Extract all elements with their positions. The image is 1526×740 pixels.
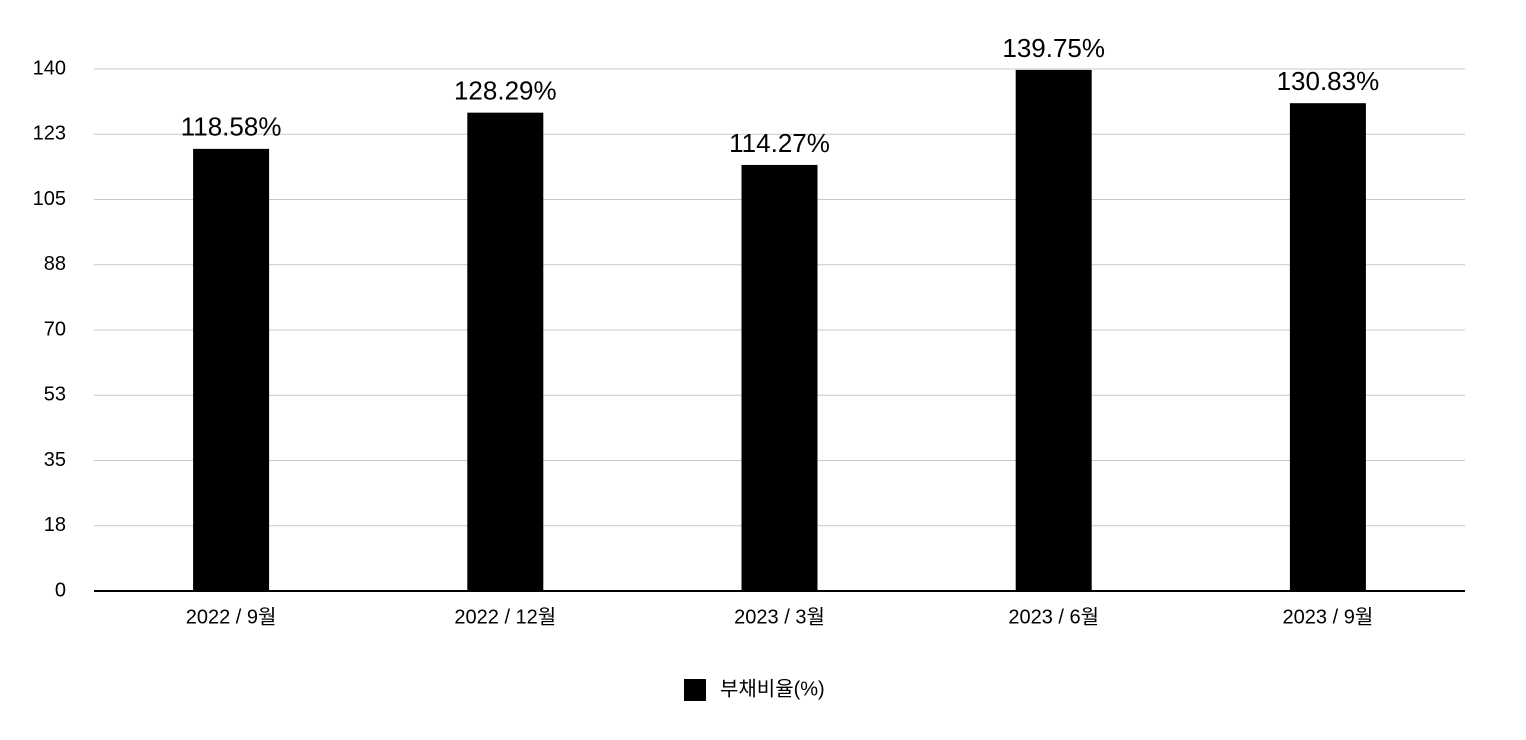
bar bbox=[193, 148, 270, 591]
x-tick-label: 2023 / 3월 bbox=[734, 605, 825, 628]
y-tick-label: 70 bbox=[44, 318, 66, 340]
bar bbox=[741, 164, 818, 591]
x-tick-label: 2023 / 6월 bbox=[1008, 605, 1099, 628]
legend-swatch bbox=[684, 679, 706, 701]
y-tick-label: 0 bbox=[55, 579, 66, 601]
x-tick-label: 2023 / 9월 bbox=[1283, 605, 1374, 628]
x-tick-label: 2022 / 9월 bbox=[186, 605, 277, 628]
legend-label: 부채비율(%) bbox=[720, 677, 825, 700]
y-tick-label: 18 bbox=[44, 514, 66, 536]
y-tick-label: 53 bbox=[44, 384, 66, 406]
y-tick-label: 88 bbox=[44, 253, 66, 275]
data-label: 130.83% bbox=[1277, 66, 1380, 96]
data-label: 114.27% bbox=[729, 128, 830, 158]
y-tick-label: 35 bbox=[44, 449, 66, 471]
bar bbox=[1015, 69, 1092, 592]
y-tick-label: 123 bbox=[33, 123, 66, 145]
data-label: 139.75% bbox=[1002, 33, 1105, 63]
x-tick-label: 2022 / 12월 bbox=[454, 605, 556, 628]
bar bbox=[467, 112, 544, 592]
data-label: 128.29% bbox=[454, 76, 557, 106]
y-tick-label: 105 bbox=[33, 188, 66, 210]
bar bbox=[1289, 103, 1366, 591]
y-tick-label: 140 bbox=[33, 57, 66, 79]
data-label: 118.58% bbox=[181, 112, 282, 142]
